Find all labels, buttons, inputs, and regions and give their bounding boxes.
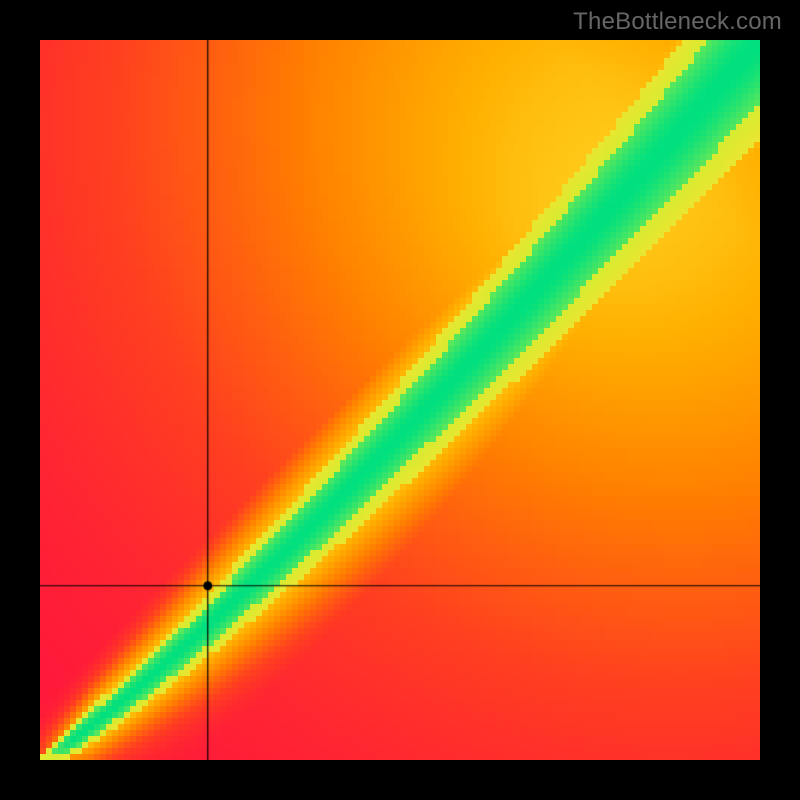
watermark-text: TheBottleneck.com	[573, 8, 782, 36]
crosshair-overlay	[40, 40, 760, 760]
chart-container: TheBottleneck.com	[0, 0, 800, 800]
